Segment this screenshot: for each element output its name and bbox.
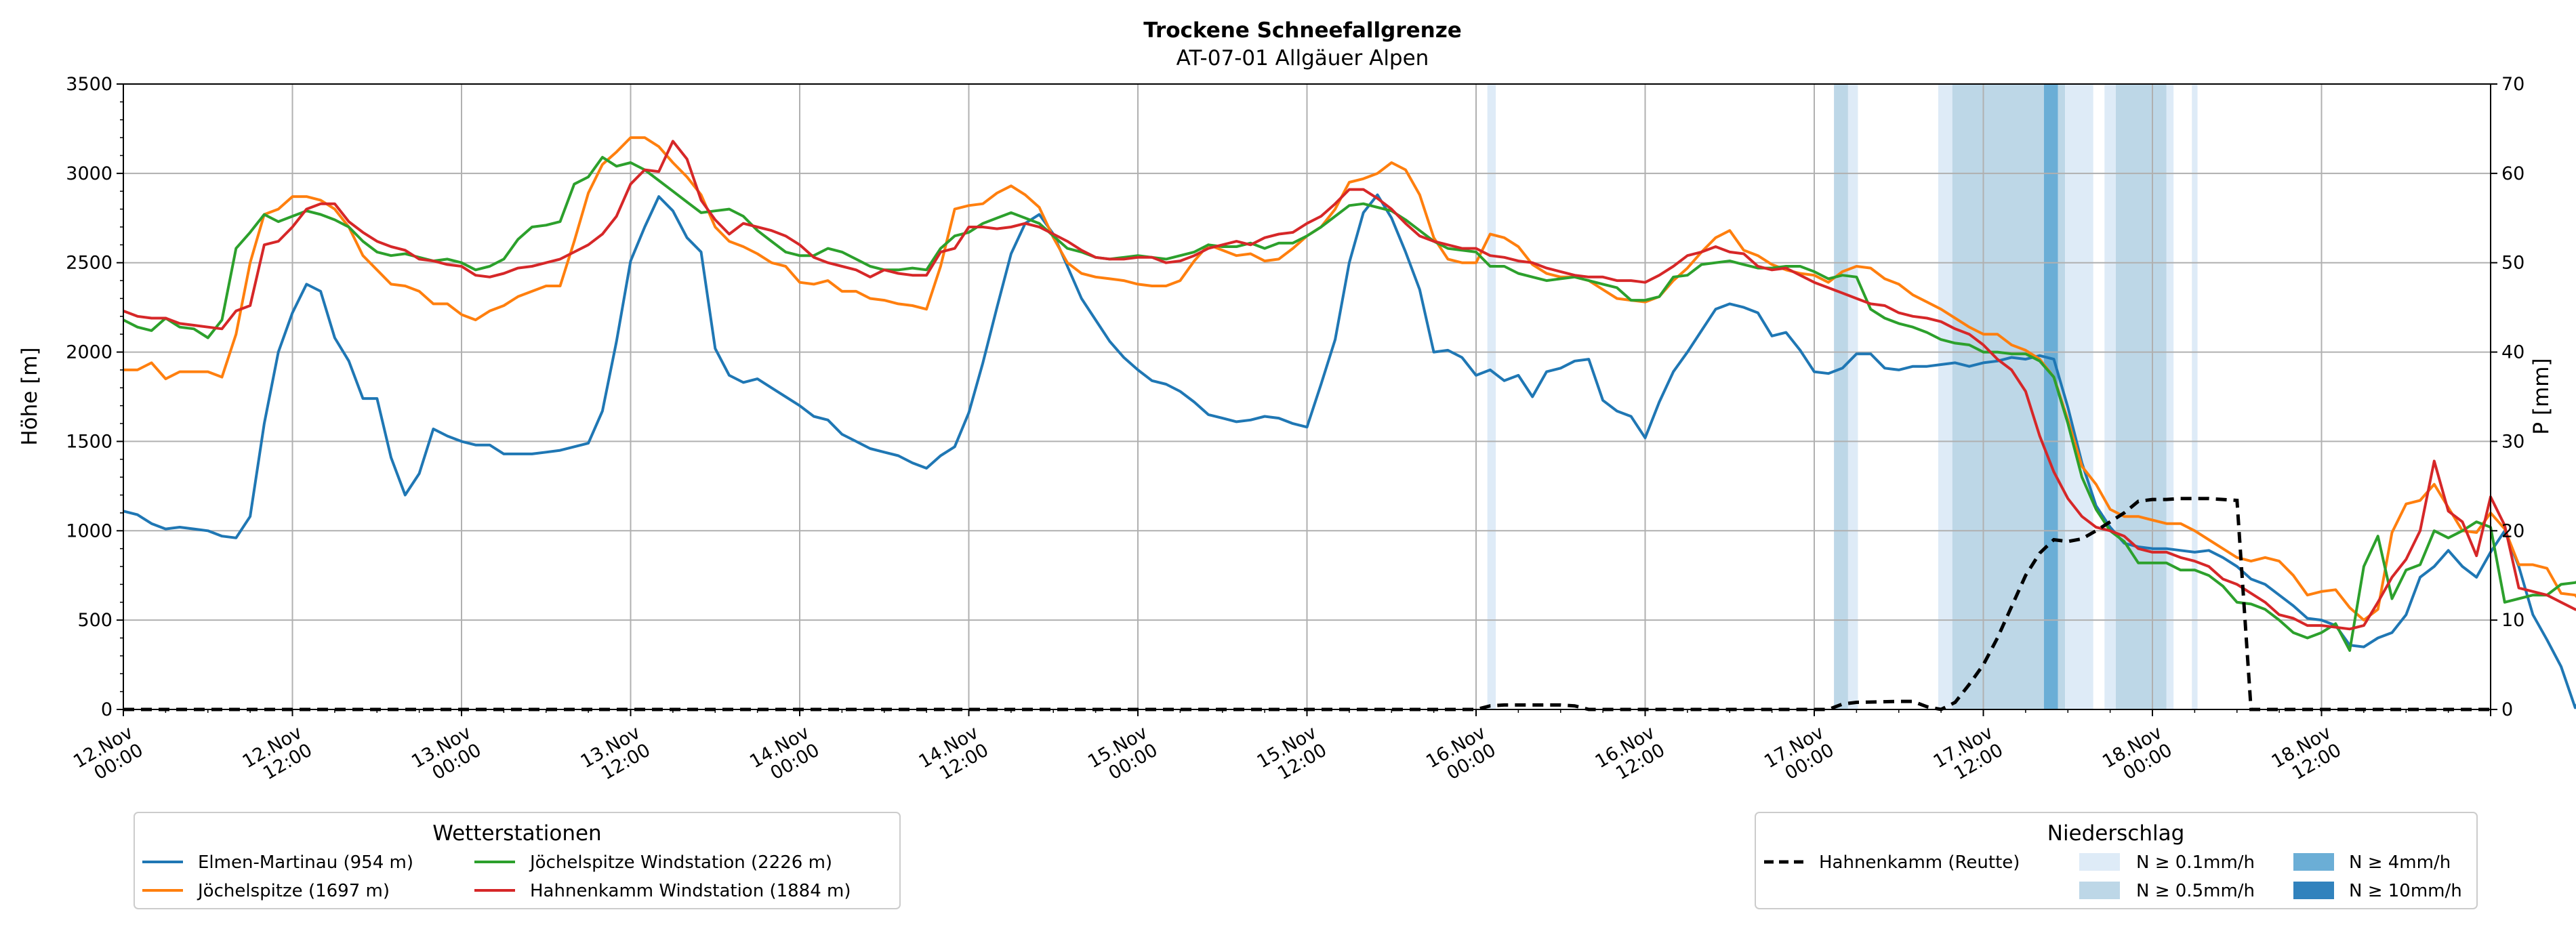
series-line-1 [123, 136, 2576, 622]
y2-tick-label-5: 50 [2501, 253, 2524, 274]
y2-axis-title: P [mm] [2529, 358, 2554, 434]
y-tick-label-0: 0 [101, 699, 113, 720]
legend-precip-swatch-0 [2079, 853, 2120, 871]
y-tick-label-3: 1500 [66, 431, 113, 452]
y-tick-label-1: 500 [77, 610, 113, 631]
legend-precip-swatch-1 [2079, 882, 2120, 899]
y2-tick-label-7: 70 [2501, 74, 2524, 95]
precip-band-11 [2192, 84, 2198, 709]
precip-band-5 [2043, 84, 2058, 709]
legend-stations-title: Wetterstationen [432, 821, 601, 846]
precip-band-10 [2166, 84, 2174, 709]
legend-stations-items: Elmen-Martinau (954 m) Jöchelspitze (1697… [142, 852, 851, 901]
legend-precip-line-label: Hahnenkamm (Reutte) [1819, 852, 2020, 873]
legend-precip-swatch-3 [2293, 882, 2334, 899]
y2-tick-label-2: 20 [2501, 520, 2524, 541]
y2-tick-label-0: 0 [2501, 699, 2513, 720]
y-tick-label-5: 2500 [66, 253, 113, 274]
legend-stations-frame [134, 812, 901, 909]
legend-precip-label-1: N ≥ 0.5mm/h [2136, 881, 2255, 901]
legend-precip-title: Niederschlag [2047, 821, 2185, 846]
y-tick-label-7: 3500 [66, 74, 113, 95]
legend-precip-label-0: N ≥ 0.1mm/h [2136, 852, 2255, 873]
legend-stations: Wetterstationen Elmen-Martinau (954 m) Jö… [134, 812, 901, 909]
precip-band-4 [1952, 84, 2044, 709]
precip-band-9 [2115, 84, 2167, 709]
legend-precip-classes: N ≥ 0.1mm/h N ≥ 0.5mm/h N ≥ 4mm/h N ≥ 10mm/… [2079, 852, 2462, 901]
y2-tick-label-3: 30 [2501, 431, 2524, 452]
series-line-3 [123, 140, 2576, 631]
legend-precip-swatch-2 [2293, 853, 2334, 871]
legend-label-3: Hahnenkamm Windstation (1884 m) [530, 881, 851, 901]
legend-label-2: Jöchelspitze Windstation (2226 m) [529, 852, 832, 873]
precip-band-7 [2065, 84, 2093, 709]
precip-band-1 [1834, 84, 1848, 709]
precip-band-2 [1847, 84, 1858, 709]
legend-precipitation: Niederschlag Hahnenkamm (Reutte) N ≥ 0.1… [1755, 812, 2478, 909]
precipitation-bands [1487, 84, 2198, 709]
series-line-2 [123, 156, 2576, 652]
y-axis-title: Höhe [m] [18, 347, 42, 445]
precip-band-8 [2104, 84, 2116, 709]
y2-tick-label-4: 40 [2501, 342, 2524, 363]
precip-band-0 [1487, 84, 1496, 709]
y-tick-label-6: 3000 [66, 163, 113, 184]
legend-label-1: Jöchelspitze (1697 m) [197, 881, 390, 901]
y2-tick-label-6: 60 [2501, 163, 2524, 184]
legend-label-0: Elmen-Martinau (954 m) [198, 852, 413, 873]
chart-subtitle: AT-07-01 Allgäuer Alpen [1177, 46, 1429, 70]
legend-precip-label-2: N ≥ 4mm/h [2349, 852, 2451, 873]
legend-precip-label-3: N ≥ 10mm/h [2349, 881, 2462, 901]
series-line-0 [123, 193, 2576, 709]
y2-tick-label-1: 10 [2501, 610, 2524, 631]
y-tick-label-2: 1000 [66, 520, 113, 541]
y-tick-label-4: 2000 [66, 342, 113, 363]
chart-title: Trockene Schneefallgrenze [1143, 18, 1462, 43]
precip-band-3 [1938, 84, 1953, 709]
